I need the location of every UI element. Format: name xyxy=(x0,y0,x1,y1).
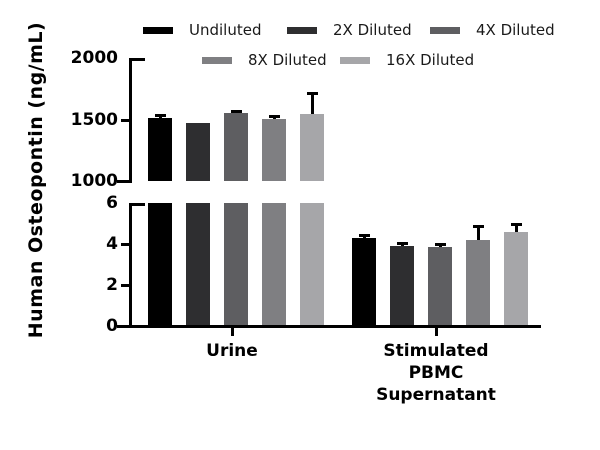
y-tick-label: 2 xyxy=(106,275,118,295)
error-bar-cap xyxy=(434,243,446,247)
legend-label: 4X Diluted xyxy=(476,21,555,39)
legend-label: 8X Diluted xyxy=(248,51,327,69)
legend-label: 16X Diluted xyxy=(386,51,475,69)
y-tick-label: 4 xyxy=(106,234,118,254)
legend-item: 2X Diluted xyxy=(287,21,412,39)
error-bar-cap xyxy=(396,242,408,245)
x-tick xyxy=(231,328,234,336)
legend-swatch-icon xyxy=(143,26,173,34)
error-bar-cap xyxy=(306,92,318,96)
y-axis-end-cap xyxy=(129,58,145,61)
x-tick xyxy=(435,328,438,336)
y-tick-label: 0 xyxy=(106,316,118,336)
bar-undiluted-cat0 xyxy=(148,203,172,326)
bar-2x-diluted-cat1 xyxy=(390,246,414,326)
error-bar-stem xyxy=(514,224,518,232)
bar-8x-diluted-cat1 xyxy=(466,239,490,326)
legend-label: Undiluted xyxy=(189,21,262,39)
legend-item: Undiluted xyxy=(143,21,262,39)
error-bar-cap xyxy=(268,115,280,119)
error-bar-cap xyxy=(154,114,166,118)
bar-2x-diluted-cat0 xyxy=(186,203,210,326)
y-tick xyxy=(117,180,132,183)
x-category-label: Urine xyxy=(206,341,258,361)
y-tick xyxy=(121,118,129,122)
bar-4x-diluted-cat0 xyxy=(224,203,248,326)
bar-8x-diluted-cat0 xyxy=(262,203,286,326)
bar-16x-diluted-cat1 xyxy=(504,231,528,326)
legend-item: 16X Diluted xyxy=(340,51,475,69)
bar-undiluted-cat1 xyxy=(352,237,376,326)
y-axis-end-cap xyxy=(129,203,145,206)
bar-2x-diluted-cat0 xyxy=(186,122,210,181)
x-axis-line xyxy=(120,325,541,328)
legend-swatch-icon xyxy=(340,56,370,64)
bar-4x-diluted-cat0 xyxy=(224,113,248,181)
legend-label: 2X Diluted xyxy=(333,21,412,39)
y-axis-line-upper-panel xyxy=(129,58,132,183)
legend-item: 4X Diluted xyxy=(430,21,555,39)
y-tick xyxy=(121,284,129,287)
error-bar-cap xyxy=(230,109,242,113)
bar-16x-diluted-cat0 xyxy=(300,113,324,181)
error-bar-cap xyxy=(510,222,522,226)
y-tick-label: 1000 xyxy=(70,171,118,191)
y-tick-label: 1500 xyxy=(70,109,118,130)
bar-8x-diluted-cat0 xyxy=(262,118,286,181)
bar-undiluted-cat0 xyxy=(148,118,172,181)
bar-16x-diluted-cat0 xyxy=(300,203,324,326)
legend-swatch-icon xyxy=(430,26,460,34)
error-bar-stem xyxy=(400,244,404,247)
legend-swatch-icon xyxy=(287,26,317,34)
y-axis-line-lower-panel xyxy=(129,203,132,328)
error-bar-stem xyxy=(310,94,314,114)
error-bar-stem xyxy=(476,226,480,240)
bar-4x-diluted-cat1 xyxy=(428,247,452,326)
error-bar-stem xyxy=(438,245,442,248)
chart-legend: Undiluted 2X Diluted 4X Diluted 8X Diluted 1… xyxy=(0,0,600,80)
error-bar-cap xyxy=(472,224,484,228)
y-tick-label: 2000 xyxy=(70,48,118,68)
x-category-label: Stimulated PBMC Supernatant xyxy=(376,341,496,405)
error-bar-stem xyxy=(362,235,366,238)
y-tick-label: 6 xyxy=(106,193,118,213)
legend-swatch-icon xyxy=(202,56,232,64)
error-bar-cap xyxy=(358,233,370,237)
y-tick xyxy=(121,243,129,246)
legend-item: 8X Diluted xyxy=(202,51,327,69)
